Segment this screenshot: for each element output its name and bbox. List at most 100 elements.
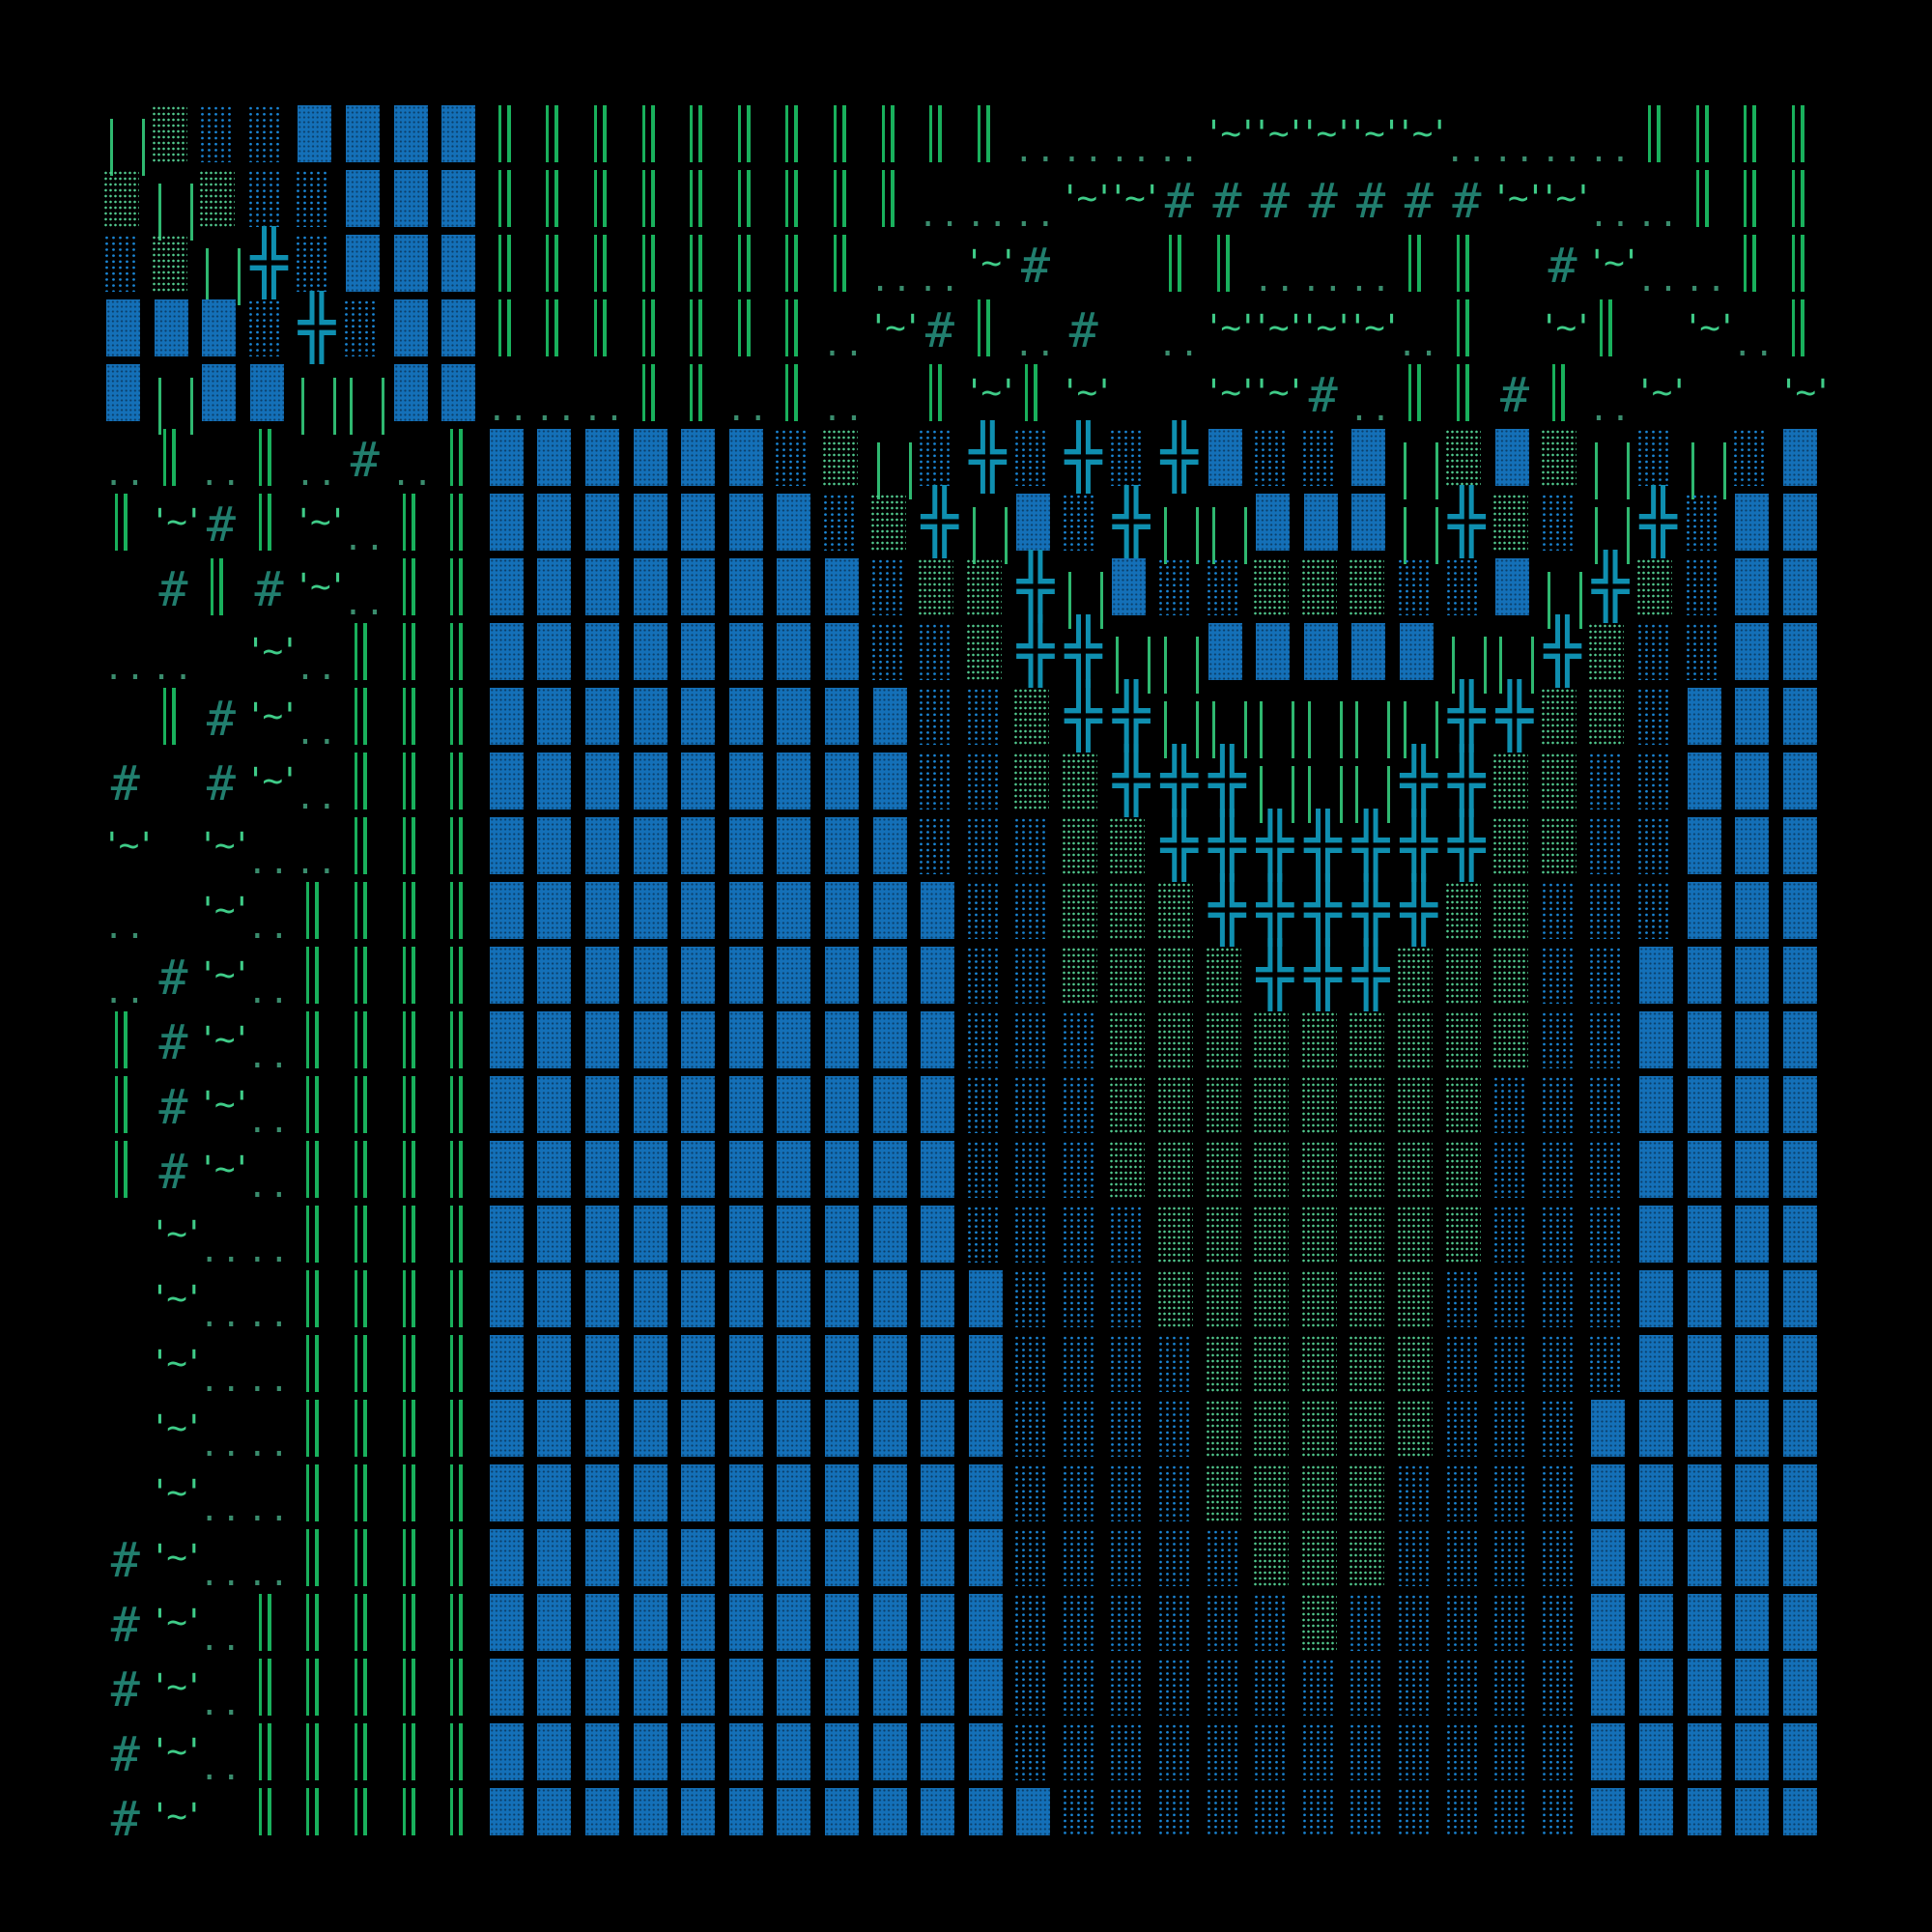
dense-blue-block <box>820 1399 868 1463</box>
dots-glyph: .. <box>295 843 339 882</box>
dense-blue-block <box>581 557 629 622</box>
dots-glyph: .. <box>343 520 387 558</box>
double-line-glyph <box>820 234 868 298</box>
bracket-glyph <box>1155 622 1204 694</box>
double-line-glyph <box>245 1722 294 1787</box>
double-line-glyph <box>676 363 724 428</box>
dense-blue-block <box>341 234 389 298</box>
sparse-blue-dots <box>1347 1722 1395 1787</box>
sparse-blue-dots <box>1443 1722 1492 1787</box>
green-dot-block <box>1155 946 1204 1010</box>
cross-glyph: ╬ <box>1256 875 1294 947</box>
blank-cell <box>101 1463 150 1528</box>
sparse-blue-dots <box>1586 1334 1634 1399</box>
sparse-blue-dots <box>1204 1658 1252 1722</box>
art-row: # '~'.. <box>101 1593 1835 1659</box>
double-line-glyph <box>389 752 438 816</box>
dense-blue-block <box>532 1722 581 1787</box>
bracket-glyph <box>1683 428 1731 499</box>
hash-glyph: # <box>158 950 188 1006</box>
cross-glyph: ╬ <box>1351 810 1390 882</box>
dense-blue-block <box>629 881 677 946</box>
double-line-glyph <box>820 104 868 169</box>
hash-glyph: # <box>158 1079 188 1135</box>
dots-glyph: .. <box>1492 131 1537 170</box>
dense-blue-block <box>1778 1334 1827 1399</box>
double-line-glyph <box>341 816 389 881</box>
double-line-glyph <box>1443 363 1492 428</box>
sparse-blue-dots <box>1107 1593 1155 1658</box>
sparse-blue-dots <box>1011 1722 1060 1787</box>
dense-blue-block <box>1634 1528 1683 1593</box>
sparse-blue-dots <box>964 752 1012 816</box>
double-line-glyph <box>916 363 964 428</box>
dense-blue-block <box>916 1334 964 1399</box>
dense-blue-block <box>485 428 533 493</box>
dense-blue-block <box>1491 557 1539 622</box>
dense-blue-block <box>629 1334 677 1399</box>
sparse-blue-dots <box>1251 1658 1299 1722</box>
dense-blue-block <box>868 1722 917 1787</box>
art-row: ...... #.. ╬ ╬ ╬ <box>101 427 1835 499</box>
dots-glyph: .. <box>822 326 867 364</box>
dense-blue-block <box>676 946 724 1010</box>
sparse-blue-dots <box>1299 1658 1348 1722</box>
double-line-glyph <box>629 234 677 298</box>
green-dot-block <box>1443 1140 1492 1205</box>
cross-glyph: ╬ <box>1448 746 1486 817</box>
art-row: # '~'.. <box>101 1658 1835 1723</box>
dense-blue-block <box>1011 1787 1060 1835</box>
dense-blue-block <box>1730 1075 1778 1140</box>
cross-glyph: ╬ <box>1351 875 1390 947</box>
dots-glyph: .. <box>247 973 292 1011</box>
dense-blue-block <box>820 557 868 622</box>
dots-glyph: .. <box>1062 131 1106 170</box>
dense-blue-block <box>485 557 533 622</box>
sparse-blue-dots <box>1443 1593 1492 1658</box>
green-dot-block <box>1155 881 1204 946</box>
blank-cell <box>1060 234 1108 298</box>
dense-blue-block <box>581 881 629 946</box>
double-line-glyph <box>676 169 724 234</box>
dense-blue-block <box>389 169 438 234</box>
tilde-glyph: '~' <box>1777 373 1833 412</box>
green-dot-block <box>1251 1399 1299 1463</box>
dense-blue-block <box>245 363 294 428</box>
double-line-glyph <box>532 104 581 169</box>
cross-glyph: ╬ <box>1448 487 1486 558</box>
sparse-blue-dots <box>1491 1528 1539 1593</box>
dense-blue-block <box>1730 1722 1778 1787</box>
dots-glyph: .. <box>295 779 339 817</box>
sparse-blue-dots <box>1107 1399 1155 1463</box>
sparse-blue-dots <box>1586 1205 1634 1269</box>
dense-blue-block <box>485 1787 533 1835</box>
dense-blue-block <box>820 1463 868 1528</box>
art-row: ╬.. '~' #.. #.. '~' '~' '~' '~'.. '~' '~'.. <box>101 298 1835 364</box>
double-line-glyph <box>389 1528 438 1593</box>
dots-glyph: .. <box>1684 261 1728 299</box>
dense-blue-block <box>629 557 677 622</box>
green-dot-block <box>1299 1269 1348 1334</box>
tilde-glyph: '~' <box>149 1603 205 1642</box>
double-line-glyph <box>389 816 438 881</box>
dense-blue-block <box>629 1658 677 1722</box>
dense-blue-block <box>1586 1787 1634 1835</box>
double-line-glyph <box>437 1010 485 1075</box>
dense-blue-block <box>820 1269 868 1334</box>
hash-glyph: # <box>158 561 188 617</box>
green-dot-block <box>964 622 1012 687</box>
dense-blue-block <box>1730 1787 1778 1835</box>
dots-glyph: .. <box>726 390 770 429</box>
bracket-glyph <box>868 428 917 499</box>
sparse-blue-dots <box>1060 1010 1108 1075</box>
green-dot-block <box>1299 1140 1348 1205</box>
green-dot-block <box>1395 1269 1443 1334</box>
sparse-blue-dots <box>1060 1399 1108 1463</box>
double-line-glyph <box>389 493 438 557</box>
dense-blue-block <box>1634 1787 1683 1835</box>
dense-blue-block <box>1778 1075 1827 1140</box>
dense-blue-block <box>629 946 677 1010</box>
dots-glyph: .. <box>1588 390 1633 429</box>
green-dot-block <box>1539 428 1587 493</box>
green-dot-block <box>1107 1140 1155 1205</box>
